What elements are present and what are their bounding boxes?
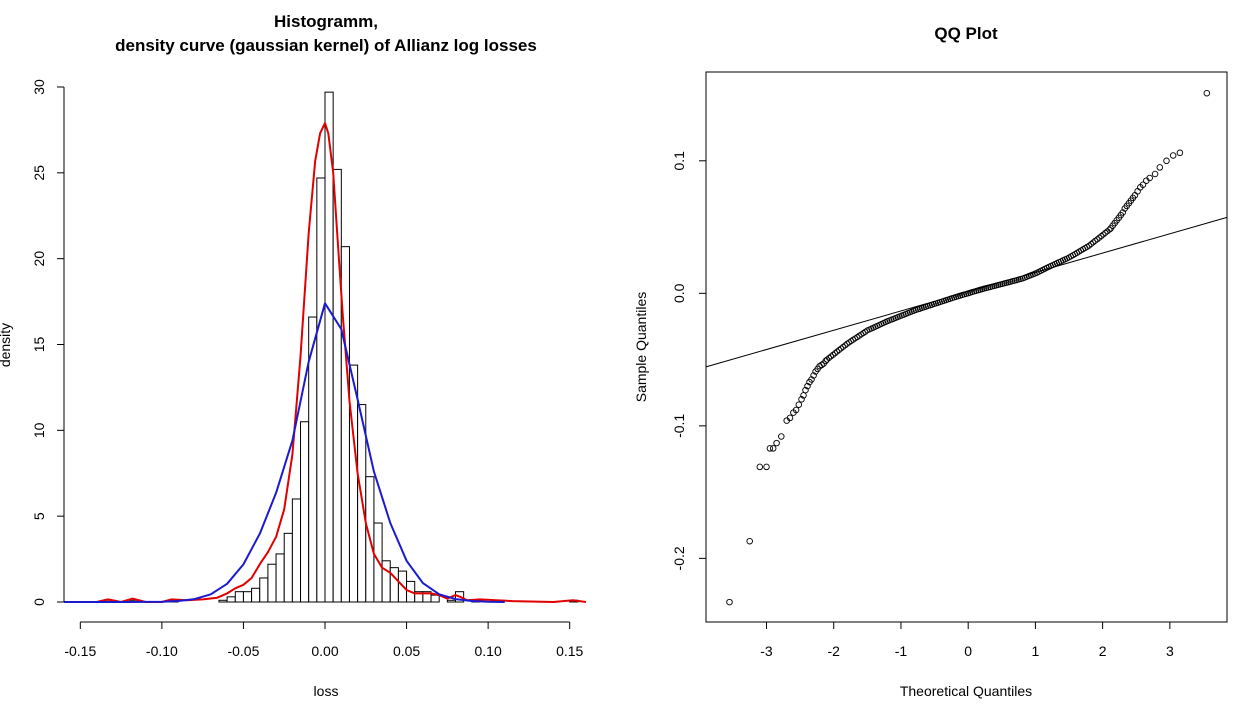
histogram-bar-30: [446, 599, 456, 603]
histogram-bar-8: [259, 577, 269, 603]
qq-point: [1176, 149, 1184, 157]
qq-plot-frame: [705, 71, 1228, 623]
qq-point: [792, 406, 800, 414]
histogram-y-tick-label: 0: [31, 598, 47, 606]
histogram-y-tick-label: 30: [31, 79, 47, 95]
qq-point: [795, 401, 803, 408]
histogram-y-tick-label: 5: [31, 512, 47, 520]
histogram-bar-6: [242, 591, 253, 603]
density-curve-1: [64, 302, 505, 603]
histogram-x-tick-label: -0.05: [227, 643, 259, 659]
histogram-bar-7: [251, 587, 261, 603]
qq-y-axis: -0.2 -0.1 0.0 0.1: [671, 151, 706, 570]
histogram-bars: [104, 91, 579, 603]
qq-point: [763, 463, 770, 471]
qq-reference-segment: [705, 216, 1228, 368]
qq-point: [1203, 89, 1211, 97]
qq-point: [1106, 226, 1113, 233]
histogram-y-tick-label: 25: [31, 165, 47, 181]
qq-point: [810, 372, 817, 379]
histogram-bar-5: [234, 591, 244, 603]
histogram-x-tick-label: 0.00: [311, 643, 338, 659]
histogram-x-tick-label: -0.15: [64, 643, 96, 659]
histogram-x-tick-label: 0.15: [556, 643, 583, 659]
histogram-bar-3: [218, 599, 228, 603]
histogram-x-axis: -0.15 -0.10 -0.05 0.00 0.05 0.10 0.15: [64, 621, 584, 659]
histogram-bar-10: [275, 553, 285, 603]
qq-y-tick-label: -0.2: [671, 546, 687, 570]
qq-point: [1134, 188, 1141, 195]
qq-point: [808, 376, 815, 383]
qq-x-tick-label: 1: [1032, 643, 1040, 659]
qq-y-label: Sample Quantiles: [633, 292, 649, 403]
qq-point: [822, 357, 829, 365]
histogram-bar-29: [430, 594, 440, 603]
qq-x-tick-label: -2: [828, 643, 841, 659]
qq-points: [726, 89, 1211, 606]
qq-point: [769, 445, 777, 452]
histogram-y-tick-label: 20: [31, 251, 47, 267]
qq-point: [1119, 209, 1127, 216]
histogram-panel: Histogramm, density curve (gaussian kern…: [0, 12, 587, 699]
qq-x-tick-label: -1: [895, 643, 908, 659]
histogram-y-label: density: [0, 323, 13, 367]
qq-x-tick-label: 0: [964, 643, 972, 659]
histogram-bar-12: [291, 498, 302, 603]
qq-point: [1151, 170, 1159, 178]
qq-point: [756, 463, 764, 471]
qq-point: [1169, 152, 1177, 159]
qq-x-label: Theoretical Quantiles: [900, 683, 1032, 699]
histogram-bar-19: [348, 364, 359, 603]
histogram-bar-23: [381, 560, 391, 603]
qq-x-tick-label: 3: [1166, 643, 1174, 659]
qq-reference-line: [705, 216, 1228, 368]
histogram-x-tick-label: 0.05: [393, 643, 420, 659]
histogram-bar-4: [226, 596, 236, 603]
qq-point: [746, 537, 753, 545]
qq-point: [1146, 174, 1153, 182]
histogram-x-tick-label: -0.10: [146, 643, 178, 659]
qq-point: [802, 386, 809, 394]
qq-y-tick-label: 0.0: [671, 283, 687, 303]
histogram-x-tick-label: 0.10: [475, 643, 502, 659]
qq-point: [773, 439, 780, 447]
qq-point: [726, 598, 733, 606]
qq-y-tick-label: -0.1: [671, 414, 687, 438]
qq-point: [1163, 157, 1170, 165]
histogram-y-tick-label: 10: [31, 422, 47, 438]
histogram-bar-11: [283, 532, 293, 603]
qq-title: QQ Plot: [934, 24, 998, 43]
qq-panel: QQ Plot -3 -2 -1 0 1 2 3 -0.2 -0.1 0.0 0.1 Theore…: [633, 24, 1228, 699]
qq-x-axis: -3 -2 -1 0 1 2 3: [760, 622, 1174, 659]
qq-point: [798, 396, 805, 403]
histogram-y-axis: 0 5 10 15 20 25 30: [31, 79, 65, 606]
qq-point: [1156, 164, 1164, 171]
histogram-x-label: loss: [314, 683, 339, 699]
qq-point: [778, 433, 785, 440]
histogram-y-tick-label: 15: [31, 337, 47, 353]
qq-x-tick-label: -3: [760, 643, 773, 659]
qq-point: [804, 382, 811, 390]
qq-point: [766, 445, 774, 452]
histogram-title: Histogramm,: [274, 12, 378, 31]
qq-x-tick-label: 2: [1099, 643, 1107, 659]
qq-y-tick-label: 0.1: [671, 151, 687, 171]
histogram-bar-9: [267, 563, 277, 603]
qq-point: [1139, 181, 1147, 188]
histogram-bar-15: [316, 177, 326, 603]
histogram-bar-13: [300, 421, 310, 603]
density-curves: [64, 122, 587, 603]
qq-point: [786, 414, 794, 422]
histogram-subtitle: density curve (gaussian kernel) of Allia…: [115, 36, 537, 55]
